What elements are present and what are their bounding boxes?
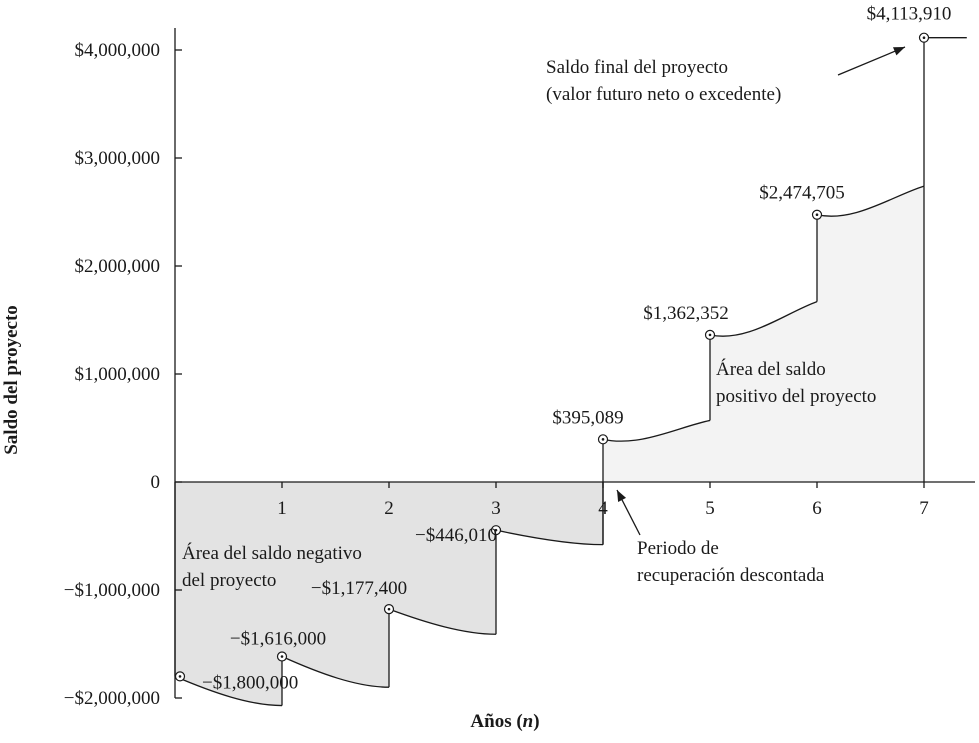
marker-year-7-dot [922,36,926,39]
balance-curve-year-6 [709,301,818,337]
x-tick-label-5: 5 [705,498,715,519]
arrow-to-final-balance-shaft [837,46,906,76]
area-year-4 [496,482,603,545]
y-axis-title: Saldo del proyecto [1,305,22,455]
annotation-negative-area: Área del saldo negativo del proyecto [182,542,362,591]
point-label-year-1: −$1,616,000 [230,629,326,650]
x-axis-title: Años (n) [470,711,539,732]
annotation-payback: Periodo de recuperación descontada [637,538,825,586]
balance-curve-year-4 [495,529,604,546]
balance-curve-year-2 [281,655,390,688]
x-tick-label-1: 1 [277,498,287,519]
arrow-to-final-balance-head [893,47,905,56]
y-tick-label-4: 0 [151,472,161,493]
annotation-final-balance: Saldo final del proyecto (valor futuro n… [546,57,781,105]
area-year-6 [710,301,817,482]
annotation-negative-area-line1: Área del saldo negativo [182,542,362,564]
y-tick-label-1: $3,000,000 [75,148,161,169]
annotation-final-balance-line2: (valor futuro neto o excedente) [546,84,781,105]
y-tick-label-6: −$2,000,000 [64,688,160,709]
balance-curve-year-5 [602,419,711,442]
x-ticks: 1 2 3 4 5 6 7 [277,482,929,519]
point-label-year-7: $4,113,910 [867,4,952,25]
annotation-payback-line1: Periodo de [637,538,719,559]
area-year-5 [603,420,710,482]
data-point-labels: −$1,800,000 −$1,616,000 −$1,177,400 −$446,0… [202,4,951,694]
annotation-payback-line2: recuperación descontada [637,565,825,586]
annotation-positive-area-line2: positivo del proyecto [716,386,876,407]
x-axis-title-prefix: Años ( [470,711,522,732]
point-label-year-2: −$1,177,400 [311,578,407,599]
area-year-1 [175,482,282,706]
y-tick-label-5: −$1,000,000 [64,580,160,601]
x-tick-label-7: 7 [919,498,929,519]
point-label-year-6: $2,474,705 [759,183,845,204]
marker-year-6-dot [815,213,819,217]
y-tick-label-2: $2,000,000 [75,256,161,277]
balance-curve-year-3 [388,608,497,635]
x-axis-title-suffix: ) [533,711,539,732]
balance-areas [175,186,924,706]
marker-year-0-dot [178,675,182,678]
x-tick-label-4: 4 [598,498,608,519]
point-label-year-0: −$1,800,000 [202,672,298,693]
marker-year-5-dot [708,333,712,337]
axes [174,28,975,698]
marker-year-4-dot [601,438,605,441]
marker-year-1-dot [280,655,284,658]
x-tick-label-3: 3 [491,498,501,519]
point-label-year-5: $1,362,352 [643,303,729,324]
balance-curve-year-1 [174,675,283,707]
annotation-positive-area: Área del saldo positivo del proyecto [716,358,876,407]
y-tick-label-3: $1,000,000 [75,364,161,385]
area-year-3 [389,482,496,635]
marker-year-3-dot [494,528,498,532]
marker-year-2-dot [387,607,391,611]
y-tick-label-0: $4,000,000 [75,40,161,61]
x-tick-label-2: 2 [384,498,394,519]
x-axis-title-variable: n [523,711,534,732]
x-tick-label-6: 6 [812,498,822,519]
annotation-negative-area-line2: del proyecto [182,570,276,591]
annotation-arrows [616,46,906,536]
area-year-2 [282,482,389,688]
point-label-year-4: $395,089 [552,407,623,428]
annotation-positive-area-line1: Área del saldo [716,358,826,380]
data-point-markers [174,32,930,682]
annotation-final-balance-line1: Saldo final del proyecto [546,57,728,78]
balance-curves [174,37,967,707]
arrow-to-payback-head [617,490,627,502]
y-ticks: $4,000,000 $3,000,000 $2,000,000 $1,000,000… [64,40,182,709]
area-year-7 [817,186,924,482]
point-label-year-3: −$446,010 [415,525,497,546]
balance-curve-year-7 [816,185,925,217]
